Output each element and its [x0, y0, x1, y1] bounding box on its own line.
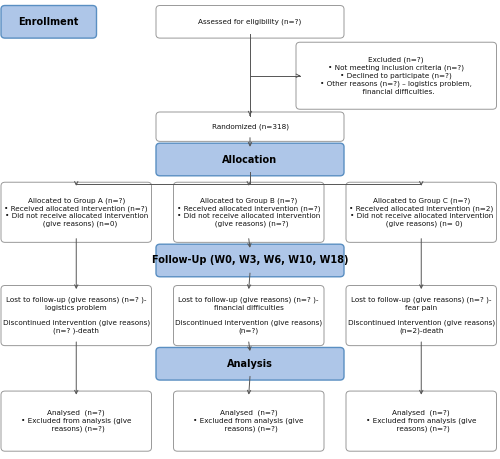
Text: Allocated to Group C (n=?)
• Received allocated intervention (n=2)
• Did not rec: Allocated to Group C (n=?) • Received al…	[349, 197, 494, 227]
Text: Allocated to Group B (n=?)
• Received allocated intervention (n=?)
• Did not rec: Allocated to Group B (n=?) • Received al…	[177, 197, 320, 227]
FancyBboxPatch shape	[156, 347, 344, 380]
Text: Follow-Up (W0, W3, W6, W10, W18): Follow-Up (W0, W3, W6, W10, W18)	[152, 256, 348, 265]
FancyBboxPatch shape	[174, 182, 324, 242]
FancyBboxPatch shape	[1, 391, 152, 451]
FancyBboxPatch shape	[156, 112, 344, 141]
FancyBboxPatch shape	[156, 143, 344, 176]
Text: Enrollment: Enrollment	[18, 17, 79, 27]
Text: Lost to follow-up (give reasons) (n=? )-
fear pain

Discontinued intervention (g: Lost to follow-up (give reasons) (n=? )-…	[348, 297, 495, 334]
Text: Excluded (n=?)
• Not meeting inclusion criteria (n=?)
• Declined to participate : Excluded (n=?) • Not meeting inclusion c…	[320, 57, 472, 95]
Text: Analysed  (n=?)
• Excluded from analysis (give
  reasons) (n=?): Analysed (n=?) • Excluded from analysis …	[366, 410, 476, 432]
FancyBboxPatch shape	[156, 6, 344, 38]
FancyBboxPatch shape	[1, 285, 152, 346]
FancyBboxPatch shape	[156, 244, 344, 277]
Text: Allocation: Allocation	[222, 155, 278, 164]
Text: Lost to follow-up (give reasons) (n=? )-
financial difficulties

Discontinued in: Lost to follow-up (give reasons) (n=? )-…	[175, 297, 322, 334]
Text: Analysis: Analysis	[227, 359, 273, 369]
FancyBboxPatch shape	[346, 285, 496, 346]
Text: Assessed for eligibility (n=?): Assessed for eligibility (n=?)	[198, 18, 302, 25]
FancyBboxPatch shape	[1, 182, 152, 242]
Text: Allocated to Group A (n=?)
• Received allocated intervention (n=?)
• Did not rec: Allocated to Group A (n=?) • Received al…	[4, 197, 148, 227]
FancyBboxPatch shape	[1, 6, 96, 38]
FancyBboxPatch shape	[174, 391, 324, 451]
Text: Analysed  (n=?)
• Excluded from analysis (give
  reasons) (n=?): Analysed (n=?) • Excluded from analysis …	[194, 410, 304, 432]
Text: Lost to follow-up (give reasons) (n=? )-
logistics problem

Discontinued interve: Lost to follow-up (give reasons) (n=? )-…	[2, 297, 150, 334]
FancyBboxPatch shape	[174, 285, 324, 346]
Text: Analysed  (n=?)
• Excluded from analysis (give
  reasons) (n=?): Analysed (n=?) • Excluded from analysis …	[21, 410, 132, 432]
FancyBboxPatch shape	[346, 182, 496, 242]
FancyBboxPatch shape	[296, 42, 496, 109]
Text: Randomized (n=318): Randomized (n=318)	[212, 123, 288, 130]
FancyBboxPatch shape	[346, 391, 496, 451]
